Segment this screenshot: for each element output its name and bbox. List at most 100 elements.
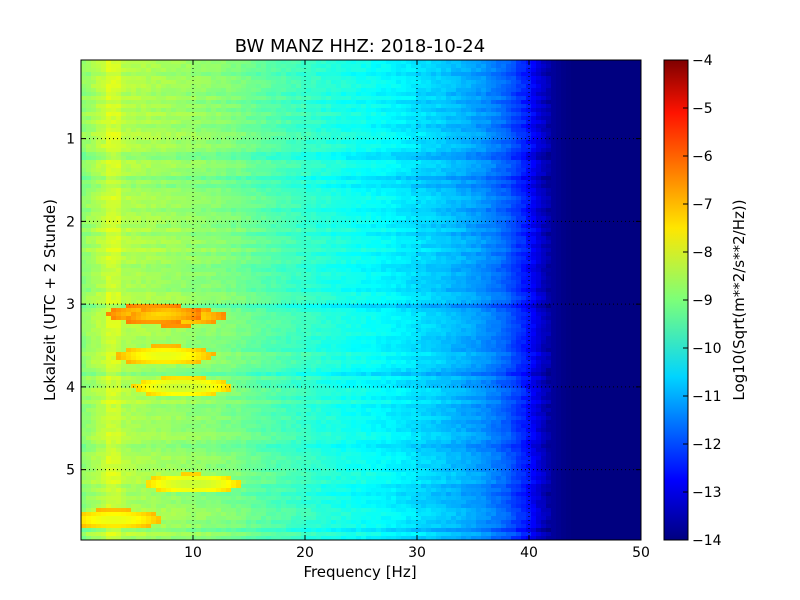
heatmap-cell xyxy=(156,460,162,465)
heatmap-cell xyxy=(181,476,187,481)
heatmap-cell xyxy=(161,380,167,385)
heatmap-cell xyxy=(121,516,127,521)
heatmap-cell xyxy=(176,404,182,409)
heatmap-cell xyxy=(281,344,287,349)
heatmap-cell xyxy=(181,252,187,257)
heatmap-cell xyxy=(156,204,162,209)
heatmap-cell xyxy=(271,460,277,465)
heatmap-cell xyxy=(226,152,232,157)
heatmap-cell xyxy=(261,408,267,413)
heatmap-cell xyxy=(86,528,92,533)
heatmap-cell xyxy=(276,524,282,529)
heatmap-cell xyxy=(281,232,287,237)
heatmap-cell xyxy=(196,272,202,277)
heatmap-cell xyxy=(276,328,282,333)
heatmap-cell xyxy=(246,508,252,513)
heatmap-cell xyxy=(151,60,157,65)
heatmap-cell xyxy=(121,532,127,537)
heatmap-cell xyxy=(156,108,162,113)
heatmap-cell xyxy=(271,324,277,329)
heatmap-cell xyxy=(156,520,162,525)
heatmap-cell xyxy=(276,192,282,197)
heatmap-cell xyxy=(136,196,142,201)
heatmap-cell xyxy=(121,244,127,249)
heatmap-cell xyxy=(91,248,97,253)
heatmap-cell xyxy=(236,496,242,501)
heatmap-cell xyxy=(171,368,177,373)
heatmap-cell xyxy=(241,272,247,277)
heatmap-cell xyxy=(166,244,172,249)
heatmap-cell xyxy=(236,352,242,357)
heatmap-cell xyxy=(261,304,267,309)
heatmap-cell xyxy=(96,324,102,329)
heatmap-cell xyxy=(81,236,87,241)
heatmap-cell xyxy=(101,92,107,97)
heatmap-cell xyxy=(216,112,222,117)
heatmap-cell xyxy=(96,112,102,117)
heatmap-cell xyxy=(136,248,142,253)
heatmap-cell xyxy=(221,292,227,297)
heatmap-cell xyxy=(206,280,212,285)
heatmap-cell xyxy=(171,60,177,65)
heatmap-cell xyxy=(286,328,292,333)
heatmap-cell xyxy=(166,268,172,273)
heatmap-cell xyxy=(256,392,262,397)
heatmap-cell xyxy=(136,536,142,540)
heatmap-cell xyxy=(276,412,282,417)
heatmap-cell xyxy=(251,408,257,413)
heatmap-cell xyxy=(256,224,262,229)
heatmap-cell xyxy=(106,120,112,125)
heatmap-cell xyxy=(191,188,197,193)
heatmap-cell xyxy=(216,172,222,177)
heatmap-cell xyxy=(131,64,137,69)
heatmap-cell xyxy=(176,128,182,133)
heatmap-cell xyxy=(206,216,212,221)
heatmap-cell xyxy=(111,208,117,213)
heatmap-cell xyxy=(281,280,287,285)
heatmap-cell xyxy=(246,200,252,205)
heatmap-cell xyxy=(96,344,102,349)
heatmap-cell xyxy=(141,172,147,177)
heatmap-cell xyxy=(101,168,107,173)
heatmap-cell xyxy=(276,132,282,137)
heatmap-cell xyxy=(136,176,142,181)
heatmap-cell xyxy=(221,424,227,429)
heatmap-cell xyxy=(126,276,132,281)
heatmap-cell xyxy=(196,228,202,233)
heatmap-cell xyxy=(226,516,232,521)
heatmap-cell xyxy=(131,264,137,269)
heatmap-cell xyxy=(156,148,162,153)
heatmap-cell xyxy=(206,96,212,101)
heatmap-cell xyxy=(106,532,112,537)
heatmap-cell xyxy=(166,380,172,385)
heatmap-cell xyxy=(131,484,137,489)
heatmap-cell xyxy=(96,60,102,65)
heatmap-cell xyxy=(216,428,222,433)
heatmap-cell xyxy=(161,452,167,457)
heatmap-cell xyxy=(281,68,287,73)
heatmap-cell xyxy=(241,416,247,421)
heatmap-cell xyxy=(276,104,282,109)
heatmap-cell xyxy=(131,80,137,85)
heatmap-cell xyxy=(256,436,262,441)
heatmap-cell xyxy=(206,448,212,453)
heatmap-cell xyxy=(201,432,207,437)
heatmap-cell xyxy=(216,448,222,453)
heatmap-cell xyxy=(161,88,167,93)
heatmap-cell xyxy=(86,124,92,129)
heatmap-cell xyxy=(161,96,167,101)
heatmap-cell xyxy=(171,152,177,157)
heatmap-cell xyxy=(251,504,257,509)
heatmap-cell xyxy=(111,116,117,121)
heatmap-cell xyxy=(186,128,192,133)
heatmap-cell xyxy=(96,528,102,533)
heatmap-cell xyxy=(171,500,177,505)
heatmap-cell xyxy=(126,76,132,81)
heatmap-cell xyxy=(151,108,157,113)
heatmap-cell xyxy=(186,76,192,81)
heatmap-cell xyxy=(191,140,197,145)
heatmap-cell xyxy=(221,500,227,505)
heatmap-cell xyxy=(276,252,282,257)
heatmap-cell xyxy=(236,424,242,429)
heatmap-cell xyxy=(226,376,232,381)
